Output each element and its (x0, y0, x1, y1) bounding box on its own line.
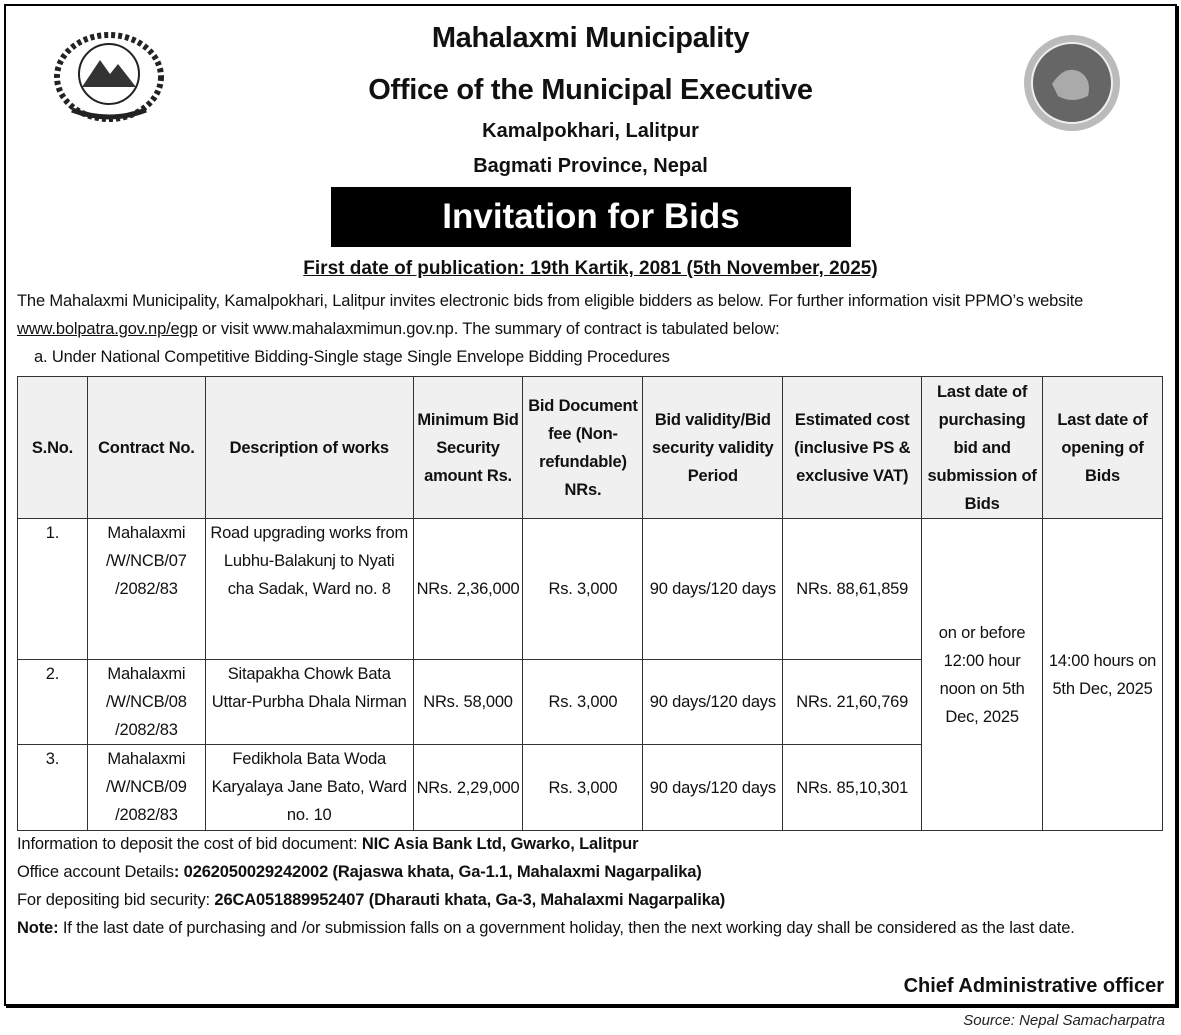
cell-description: Fedikhola Bata Woda Karyalaya Jane Bato,… (204, 744, 414, 831)
office-name: Office of the Municipal Executive (368, 74, 813, 106)
table-row: 2. Mahalaxmi /W/NCB/08 /2082/83 Sitapakh… (17, 659, 1163, 745)
procedure-item: a. Under National Competitive Bidding-Si… (34, 348, 670, 366)
cell-description: Road upgrading works from Lubhu-Balakunj… (204, 518, 414, 660)
cell-description: Sitapakha Chowk Bata Uttar-Purbha Dhala … (204, 659, 414, 745)
cell-opening: 14:00 hours on 5th Dec, 2025 (1042, 518, 1163, 831)
cell-cost: NRs. 88,61,859 (782, 518, 923, 660)
header-validity: Bid validity/Bid security validity Perio… (642, 376, 784, 519)
deposit-label: Information to deposit the cost of bid d… (17, 835, 362, 853)
cell-sno: 2. (17, 659, 88, 745)
cell-security: NRs. 58,000 (412, 659, 524, 745)
cell-fee: Rs. 3,000 (522, 744, 644, 831)
account-label: Office account Details (17, 863, 174, 881)
cell-contract: Mahalaxmi /W/NCB/08 /2082/83 (86, 659, 206, 745)
cell-contract: Mahalaxmi /W/NCB/09 /2082/83 (86, 744, 206, 831)
security-label: For depositing bid security: (17, 891, 215, 909)
contracts-table: S.No. Contract No. Description of works … (17, 376, 1163, 831)
cell-security: NRs. 2,36,000 (412, 518, 524, 660)
publication-date: First date of publication: 19th Kartik, … (303, 258, 878, 279)
note-text: If the last date of purchasing and /or s… (58, 919, 1075, 937)
intro-text: The Mahalaxmi Municipality, Kamalpokhari… (17, 292, 1084, 310)
account-info: Office account Details: 0262050029242002… (17, 858, 1167, 886)
header-cost: Estimated cost (inclusive PS & exclusive… (782, 376, 923, 519)
cell-validity: 90 days/120 days (642, 744, 784, 831)
cell-last-submission: on or before 12:00 hour noon on 5th Dec,… (921, 518, 1044, 831)
security-info: For depositing bid security: 26CA0518899… (17, 886, 1167, 914)
header-opening: Last date of opening of Bids (1042, 376, 1163, 519)
notice-frame (4, 4, 1177, 1006)
header-security: Minimum Bid Security amount Rs. (412, 376, 524, 519)
header-sno: S.No. (17, 376, 88, 519)
header-contract: Contract No. (86, 376, 206, 519)
cell-fee: Rs. 3,000 (522, 659, 644, 745)
cell-cost: NRs. 21,60,769 (782, 659, 923, 745)
source-credit: Source: Nepal Samacharpatra (963, 1012, 1165, 1029)
address-line: Kamalpokhari, Lalitpur (482, 120, 699, 142)
table-header-row: S.No. Contract No. Description of works … (17, 376, 1163, 519)
nepal-emblem-icon (54, 32, 164, 122)
cell-fee: Rs. 3,000 (522, 518, 644, 660)
cell-contract: Mahalaxmi /W/NCB/07 /2082/83 (86, 518, 206, 660)
municipality-name: Mahalaxmi Municipality (431, 22, 750, 54)
account-value: : 0262050029242002 (Rajaswa khata, Ga-1.… (173, 863, 702, 881)
cell-security: NRs. 2,29,000 (412, 744, 524, 831)
cell-cost: NRs. 85,10,301 (782, 744, 923, 831)
security-value: 26CA051889952407 (Dharauti khata, Ga-3, … (214, 891, 726, 909)
municipality-seal-icon (1024, 35, 1120, 131)
deposit-value: NIC Asia Bank Ltd, Gwarko, Lalitpur (361, 835, 639, 853)
cell-sno: 3. (17, 744, 88, 831)
intro-text-2: or visit www.mahalaxmimun.gov.np. The su… (197, 320, 780, 338)
header-last-submission: Last date of purchasing bid and submissi… (921, 376, 1044, 519)
notice-title: Invitation for Bids (331, 187, 851, 247)
bolpatra-link[interactable]: www.bolpatra.gov.np/egp (17, 320, 198, 338)
signatory: Chief Administrative officer (903, 975, 1164, 997)
note: Note: If the last date of purchasing and… (17, 914, 1167, 942)
deposit-info: Information to deposit the cost of bid d… (17, 830, 1167, 858)
header-fee: Bid Document fee (Non-refundable) NRs. (522, 376, 644, 519)
intro-paragraph: The Mahalaxmi Municipality, Kamalpokhari… (17, 287, 1167, 343)
cell-validity: 90 days/120 days (642, 518, 784, 660)
cell-validity: 90 days/120 days (642, 659, 784, 745)
cell-sno: 1. (17, 518, 88, 660)
header-description: Description of works (204, 376, 414, 519)
table-row: 1. Mahalaxmi /W/NCB/07 /2082/83 Road upg… (17, 518, 1163, 831)
table-row: 3. Mahalaxmi /W/NCB/09 /2082/83 Fedikhol… (17, 744, 1163, 831)
note-label: Note: (17, 919, 59, 937)
province-line: Bagmati Province, Nepal (473, 155, 708, 177)
